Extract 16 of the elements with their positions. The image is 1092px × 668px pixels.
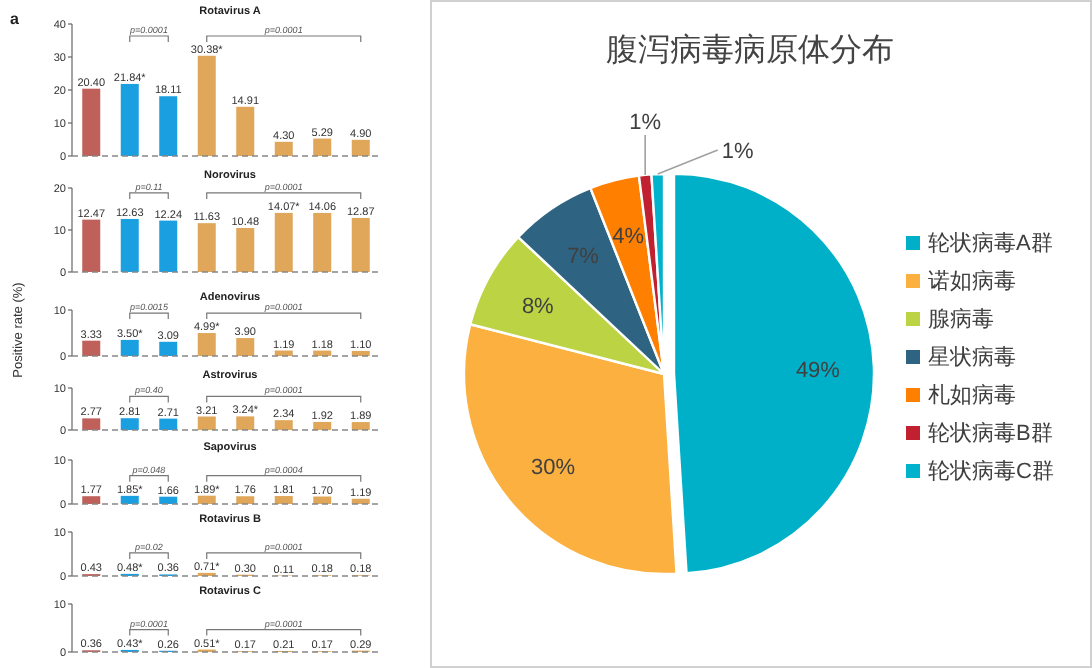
legend-label: 诺如病毒 bbox=[928, 268, 1016, 294]
legend-label: 星状病毒 bbox=[928, 344, 1016, 370]
legend-label: 札如病毒 bbox=[928, 382, 1016, 408]
data-label: 1% bbox=[629, 110, 662, 135]
data-label: 7% bbox=[567, 244, 600, 269]
data-label: 49% bbox=[795, 359, 841, 384]
data-label: 8% bbox=[521, 294, 555, 319]
legend-label: 腺病毒 bbox=[928, 306, 994, 332]
chart-title: 腹泻病毒病原体分布 bbox=[606, 32, 894, 68]
text: a bbox=[10, 10, 20, 28]
data-label: 1% bbox=[721, 140, 754, 165]
legend-label: 轮状病毒C群 bbox=[928, 458, 1054, 484]
data-label: 4% bbox=[612, 224, 645, 249]
data-label: 30% bbox=[531, 455, 576, 480]
legend-label: 轮状病毒B群 bbox=[928, 420, 1053, 446]
legend-label: 轮状病毒A群 bbox=[928, 230, 1053, 256]
